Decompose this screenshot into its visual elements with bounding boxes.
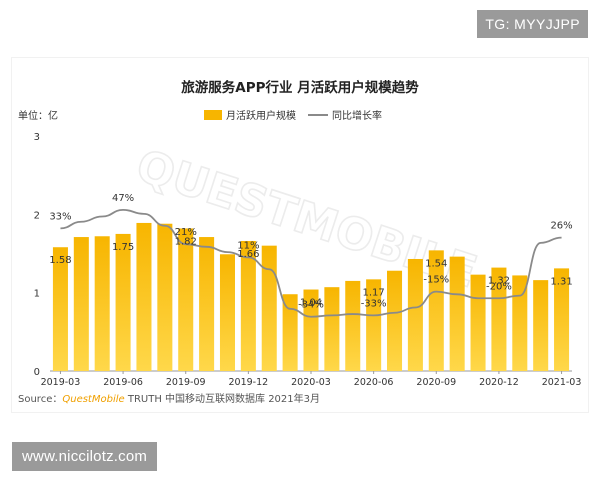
growth-line-path [60, 208, 562, 318]
bar [136, 222, 152, 371]
x-tick-label: 2020-12 [479, 377, 519, 388]
bar [261, 245, 277, 371]
line-value-label: 11% [237, 240, 259, 251]
legend-bar-swatch [204, 110, 222, 120]
bar [366, 279, 382, 371]
y-tick-label: 0 [34, 367, 40, 378]
legend-bar-label: 月活跃用户规模 [226, 109, 296, 122]
line-value-label: -20% [486, 281, 512, 292]
bar [324, 287, 340, 371]
bar [387, 270, 403, 371]
bar-value-label: 1.75 [112, 242, 134, 253]
growth-line [60, 208, 562, 318]
bar [73, 237, 89, 371]
bar [345, 280, 361, 371]
unit-label: 单位：亿 [18, 109, 58, 122]
bar-value-label: 1.17 [363, 287, 385, 298]
bar [178, 228, 194, 371]
bar [512, 275, 528, 371]
chart-title: 旅游服务APP行业 月活跃用户规模趋势 [181, 79, 419, 96]
bar [94, 236, 110, 371]
line-value-label: 26% [550, 221, 572, 232]
bar-value-label: 1.31 [550, 276, 572, 287]
line-value-label: -34% [298, 300, 324, 311]
x-tick-label: 2021-03 [542, 377, 582, 388]
x-tick-label: 2020-06 [354, 377, 394, 388]
bar-value-label: 1.58 [49, 255, 71, 266]
legend: 月活跃用户规模 同比增长率 [204, 109, 382, 122]
bar [449, 256, 465, 371]
chart-svg: 旅游服务APP行业 月活跃用户规模趋势 单位：亿 月活跃用户规模 同比增长率 Q… [18, 79, 582, 405]
bar-value-label: 1.32 [488, 276, 510, 287]
bar-value-label: 1.82 [175, 236, 197, 247]
x-tick-label: 2019-06 [103, 377, 143, 388]
chart-card: 旅游服务APP行业 月活跃用户规模趋势 单位：亿 月活跃用户规模 同比增长率 Q… [12, 58, 588, 412]
line-value-label: 47% [112, 193, 134, 204]
legend-line-label: 同比增长率 [332, 109, 382, 122]
line-value-label: 33% [49, 211, 71, 222]
y-tick-label: 1 [34, 289, 40, 300]
bar [303, 289, 319, 371]
bar-value-label: 1.54 [425, 258, 447, 269]
line-value-label: -33% [361, 298, 387, 309]
bars [52, 222, 570, 371]
x-tick-label: 2019-09 [166, 377, 206, 388]
bar [282, 294, 298, 371]
watermark-bottom: www.niccilotz.com [12, 442, 158, 471]
bar [115, 233, 131, 371]
watermark-top: TG: MYYJJPP [477, 10, 588, 38]
line-value-label: 21% [175, 227, 197, 238]
x-tick-label: 2019-03 [41, 377, 81, 388]
bar [199, 237, 215, 371]
data-labels: 1.58 1.75 1.82 1.66 1.04 1.17 1.54 1.32 1.31 33% 4… [49, 193, 572, 311]
bar [157, 223, 173, 371]
bar [491, 267, 507, 371]
bar [554, 268, 570, 371]
x-tick-label: 2020-03 [291, 377, 331, 388]
bar-value-label: 1.66 [237, 249, 259, 260]
x-tick-label: 2019-12 [229, 377, 269, 388]
bar [219, 254, 235, 371]
bar-value-label: 1.04 [300, 298, 322, 309]
x-tick-label: 2020-09 [416, 377, 456, 388]
y-tick-label: 3 [34, 132, 40, 143]
y-tick-label: 2 [34, 210, 40, 221]
bar [470, 274, 486, 371]
bar [52, 247, 68, 371]
line-value-label: -15% [423, 275, 449, 286]
bar [533, 280, 549, 371]
bar [428, 250, 444, 371]
bar [407, 258, 423, 371]
source-note: Source：QuestMobile TRUTH 中国移动互联网数据库 2021… [18, 392, 320, 405]
bar [240, 240, 256, 371]
